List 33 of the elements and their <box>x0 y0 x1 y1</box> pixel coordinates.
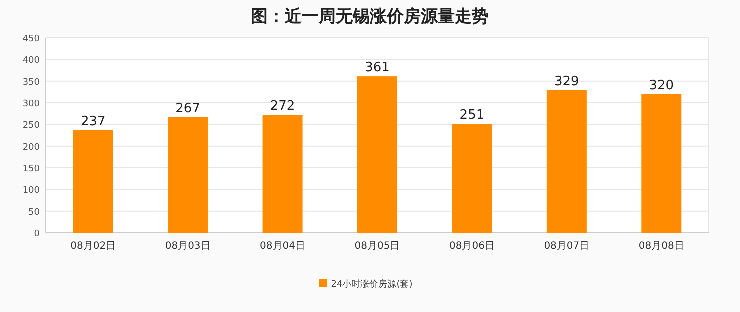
data-label: 267 <box>176 101 200 116</box>
data-label: 237 <box>80 114 106 130</box>
bar <box>358 76 398 233</box>
data-label: 251 <box>460 108 485 124</box>
y-tick-label: 300 <box>22 100 40 110</box>
x-tick-label: 08月06日 <box>449 241 495 252</box>
data-label: 272 <box>270 99 296 114</box>
x-tick-label: 08月08日 <box>638 241 684 252</box>
bar <box>642 94 682 233</box>
y-tick-label: 150 <box>22 164 40 174</box>
bar <box>73 130 114 233</box>
x-tick-label: 08月04日 <box>260 241 306 252</box>
y-tick-label: 350 <box>22 78 40 88</box>
x-tick-label: 08月03日 <box>165 241 211 252</box>
chart-title: 图：近一周无锡涨价房源量走势 <box>251 7 489 27</box>
x-tick-label: 08月07日 <box>544 241 590 252</box>
data-label: 329 <box>554 74 580 90</box>
y-tick-label: 400 <box>22 56 40 66</box>
y-tick-label: 100 <box>22 186 40 196</box>
bar <box>262 115 303 233</box>
data-label: 361 <box>365 60 390 76</box>
data-label: 320 <box>649 78 674 94</box>
legend-label: 24小时涨价房源(套) <box>331 279 413 290</box>
bar <box>546 90 587 233</box>
y-tick-label: 450 <box>22 34 40 44</box>
bar <box>452 124 492 233</box>
x-tick-label: 08月02日 <box>70 241 116 252</box>
y-tick-label: 250 <box>22 121 40 132</box>
y-tick-label: 0 <box>34 230 40 240</box>
x-tick-label: 08月05日 <box>354 241 400 252</box>
bar <box>168 117 208 233</box>
y-tick-label: 200 <box>22 142 40 153</box>
y-tick-label: 50 <box>28 208 40 218</box>
